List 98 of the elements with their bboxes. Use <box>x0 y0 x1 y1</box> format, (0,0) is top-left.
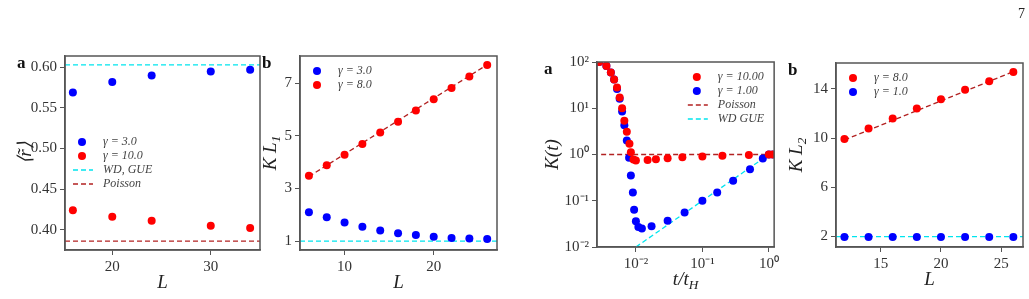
point <box>888 232 897 241</box>
point <box>961 85 970 94</box>
point <box>985 232 994 241</box>
point <box>108 77 117 86</box>
y-tick-label: 6 <box>820 178 829 195</box>
point <box>304 208 313 217</box>
point <box>1009 68 1018 77</box>
point <box>936 232 945 241</box>
y-axis-title: K(t) <box>541 139 563 171</box>
point <box>358 139 367 148</box>
point <box>429 232 438 241</box>
point <box>376 226 385 235</box>
chart-title: b <box>788 60 798 80</box>
point <box>429 95 438 104</box>
point <box>447 233 456 242</box>
point <box>961 232 970 241</box>
x-tick-label: 15 <box>873 254 889 271</box>
x-tick-label: 20 <box>933 254 949 271</box>
point <box>322 213 331 222</box>
point <box>394 229 403 238</box>
y-tick-label: 10⁻¹ <box>564 191 589 208</box>
x-tick-label: 10⁻² <box>623 254 649 271</box>
point <box>864 124 873 133</box>
legend-label: γ = 1.0 <box>874 84 908 99</box>
point <box>912 104 921 113</box>
y-tick-label: 0.45 <box>30 180 57 197</box>
point <box>840 232 849 241</box>
point <box>246 224 255 233</box>
point <box>411 231 420 239</box>
y-tick-label: 10¹ <box>569 99 589 116</box>
y-tick-label: 2 <box>820 227 828 244</box>
y-tick-label: 10⁻² <box>564 237 590 254</box>
y-tick-label: 10² <box>569 52 590 69</box>
point <box>864 232 873 241</box>
point <box>1009 232 1018 241</box>
x-axis-title: L <box>392 271 404 292</box>
y-tick-label: 5 <box>284 126 292 143</box>
point <box>483 60 492 69</box>
point <box>394 117 403 126</box>
legend-label: γ = 10.00 <box>717 69 764 84</box>
y-axis-title: K L2 <box>785 137 810 174</box>
point <box>358 222 367 231</box>
x-tick-label: 20 <box>426 257 442 274</box>
x-axis-title: L <box>156 271 168 292</box>
y-axis-title: K L1 <box>259 135 284 172</box>
y-tick-label: 10⁰ <box>569 145 589 162</box>
x-axis-title: L <box>923 268 935 289</box>
point <box>147 216 156 225</box>
point <box>340 150 349 159</box>
point <box>340 218 349 227</box>
x-tick-label: 25 <box>993 254 1009 271</box>
y-tick-label: 0.60 <box>30 58 57 75</box>
x-tick-label: 20 <box>104 257 120 274</box>
y-tick-label: 0.40 <box>30 220 57 237</box>
point <box>465 234 474 243</box>
point <box>483 234 492 243</box>
x-tick-label: 10 <box>337 257 353 274</box>
point <box>68 206 77 215</box>
point <box>246 65 255 74</box>
x-tick-label: 10⁰ <box>758 254 779 271</box>
y-tick-label: 10 <box>813 129 828 146</box>
point <box>68 88 77 97</box>
x-tick-label: 10⁻¹ <box>690 254 715 271</box>
point <box>465 72 474 81</box>
y-tick-label: 3 <box>284 179 292 196</box>
legend-label: WD GUE <box>717 111 765 126</box>
point <box>411 106 420 115</box>
legend-label: γ = 3.0 <box>338 63 372 78</box>
legend-label: γ = 10.0 <box>103 148 143 163</box>
y-tick-label: 0.55 <box>30 98 57 115</box>
y-tick-label: 1 <box>284 231 292 248</box>
point <box>322 161 331 170</box>
legend-label: Poisson <box>102 176 142 191</box>
point <box>304 171 313 180</box>
point <box>936 95 945 104</box>
legend-label: Poisson <box>716 97 756 112</box>
chart-title: a <box>544 59 553 79</box>
legend-label: γ = 3.0 <box>103 134 137 149</box>
point <box>840 135 849 144</box>
point <box>985 77 994 86</box>
point <box>147 71 156 80</box>
legend-label: γ = 8.0 <box>338 77 372 92</box>
point <box>108 212 117 221</box>
chart-title: b <box>262 53 272 73</box>
legend-label: WD, GUE <box>103 162 153 177</box>
point <box>912 232 921 241</box>
point <box>206 67 215 76</box>
chart-title: a <box>17 53 26 73</box>
point <box>447 84 456 93</box>
y-tick-label: 7 <box>284 74 293 91</box>
point <box>888 114 897 123</box>
point <box>376 128 385 137</box>
legend-label: γ = 8.0 <box>874 70 908 85</box>
y-tick-label: 14 <box>813 79 829 96</box>
legend-label: γ = 1.00 <box>717 83 758 98</box>
point <box>206 221 215 230</box>
text: 7 <box>1018 6 1025 22</box>
x-tick-label: 30 <box>203 257 219 274</box>
